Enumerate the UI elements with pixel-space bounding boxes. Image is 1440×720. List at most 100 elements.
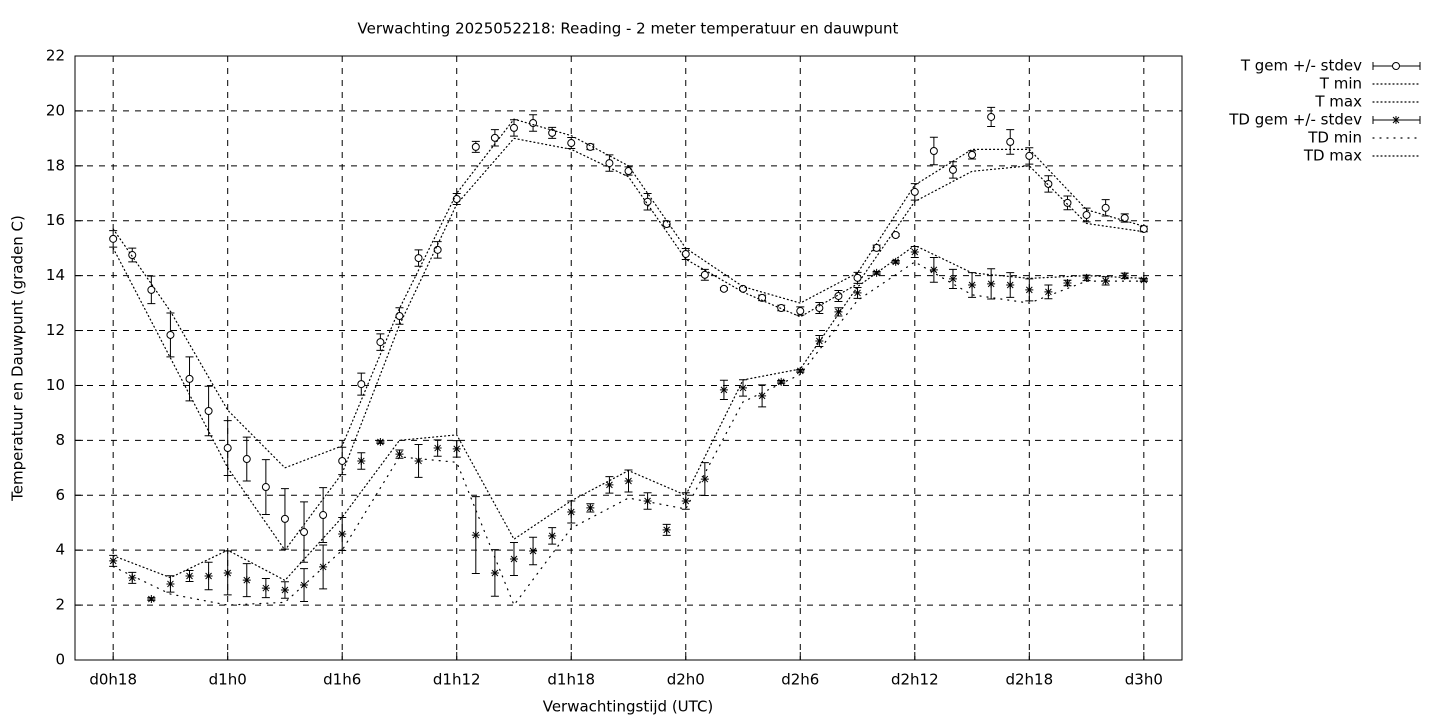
point (662, 220, 671, 229)
point (605, 159, 614, 168)
x-tick-label: d3h0 (1125, 671, 1163, 689)
point (280, 585, 289, 594)
legend-label: T gem +/- stdev (1240, 57, 1362, 75)
point (357, 380, 366, 389)
point (796, 307, 805, 316)
point (586, 503, 595, 512)
point (509, 123, 518, 132)
y-tick-label: 18 (46, 156, 65, 174)
point (948, 274, 957, 283)
point (1025, 151, 1034, 160)
point (166, 579, 175, 588)
line (112, 244, 1145, 582)
plot-frame (74, 55, 1183, 661)
y-tick-label: 12 (46, 321, 65, 339)
y-tick-label: 2 (55, 596, 65, 614)
point (509, 554, 518, 563)
point (987, 279, 996, 288)
point (147, 285, 156, 294)
x-tick-label: d2h6 (781, 671, 819, 689)
point (109, 234, 118, 243)
y-tick-label: 4 (55, 541, 65, 559)
point (185, 374, 194, 383)
point (357, 456, 366, 465)
x-tick-label: d1h18 (547, 671, 595, 689)
point (681, 497, 690, 506)
y-tick-label: 10 (46, 376, 65, 394)
y-tick-label: 16 (46, 211, 65, 229)
point (529, 118, 538, 127)
point (433, 444, 442, 453)
point (128, 251, 137, 260)
y-tick-label: 14 (46, 266, 65, 284)
y-axis-label: Temperatuur en Dauwpunt (graden C) (9, 215, 27, 502)
point (853, 273, 862, 282)
point (853, 288, 862, 297)
point (777, 377, 786, 386)
y-tick-label: 6 (55, 486, 65, 504)
point (681, 249, 690, 258)
point (624, 476, 633, 485)
point (1025, 285, 1034, 294)
point (300, 528, 309, 537)
point (109, 556, 118, 565)
line (112, 261, 1145, 607)
point (758, 293, 767, 302)
line (112, 137, 1145, 552)
point (567, 508, 576, 517)
point (548, 531, 557, 540)
point (166, 330, 175, 339)
point (891, 231, 900, 240)
point (1392, 116, 1400, 124)
point (1392, 62, 1400, 70)
x-tick-label: d2h12 (891, 671, 939, 689)
point (414, 254, 423, 263)
point (1044, 287, 1053, 296)
legend-label: TD gem +/- stdev (1228, 111, 1362, 129)
x-axis-label: Verwachtingstijd (UTC) (543, 698, 714, 716)
x-tick-label: d1h6 (323, 671, 361, 689)
point (147, 595, 156, 604)
point (643, 197, 652, 206)
point (204, 571, 213, 580)
point (1101, 203, 1110, 212)
point (1139, 276, 1148, 285)
point (1139, 224, 1148, 233)
point (1006, 137, 1015, 146)
legend-label: T min (1319, 75, 1362, 93)
point (968, 150, 977, 159)
point (1082, 273, 1091, 282)
point (796, 366, 805, 375)
point (223, 568, 232, 577)
y-tick-label: 0 (55, 651, 65, 669)
point (1044, 179, 1053, 188)
point (490, 568, 499, 577)
point (128, 573, 137, 582)
point (242, 576, 251, 585)
point (433, 245, 442, 254)
legend-label: TD max (1303, 147, 1362, 165)
point (910, 248, 919, 257)
point (242, 455, 251, 464)
point (948, 165, 957, 174)
point (548, 128, 557, 137)
point (490, 133, 499, 142)
y-tick-label: 20 (46, 101, 65, 119)
point (700, 270, 709, 279)
x-tick-label: d2h0 (667, 671, 705, 689)
point (376, 438, 385, 447)
point (338, 529, 347, 538)
x-tick-label: d2h18 (1005, 671, 1053, 689)
point (929, 265, 938, 274)
point (1120, 271, 1129, 280)
point (605, 480, 614, 489)
point (872, 268, 881, 277)
chart-title: Verwachting 2025052218: Reading - 2 mete… (358, 20, 899, 38)
point (1063, 198, 1072, 207)
y-tick-label: 8 (55, 431, 65, 449)
point (471, 531, 480, 540)
point (700, 475, 709, 484)
point (968, 280, 977, 289)
point (987, 112, 996, 121)
